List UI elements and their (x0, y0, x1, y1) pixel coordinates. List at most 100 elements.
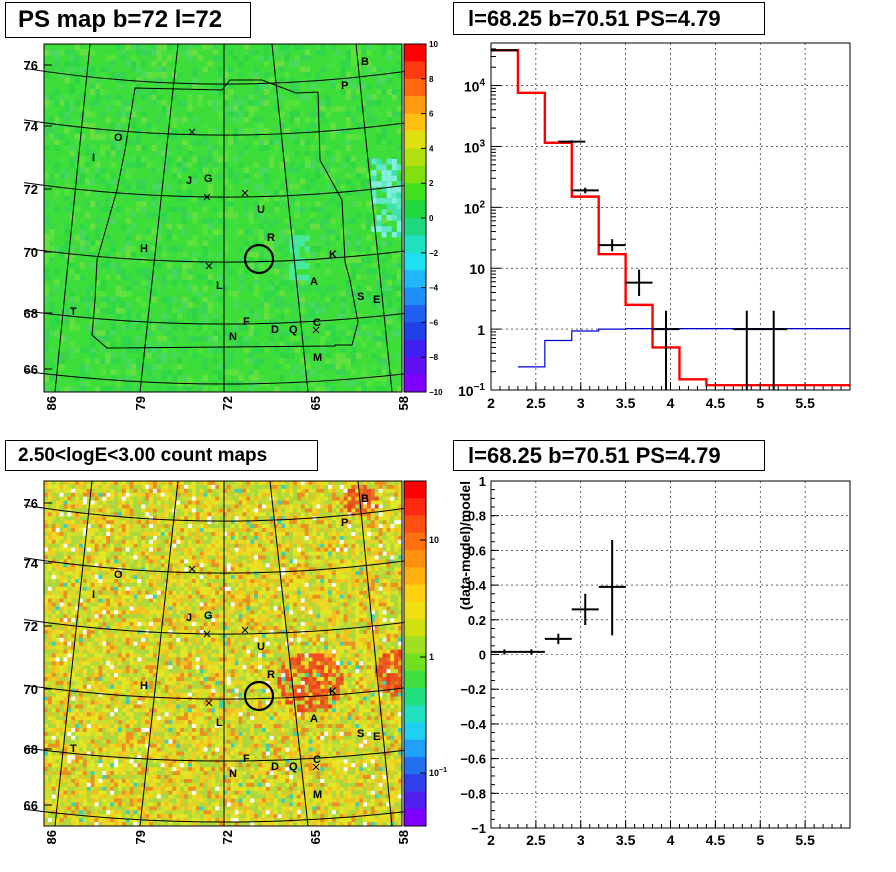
psmap-colorbar-band (404, 252, 426, 271)
psmap-source-label-f: F (243, 316, 250, 328)
residual-y-tick-label: −0.2 (460, 682, 486, 697)
residual-x-tick-label: 5 (756, 832, 764, 848)
countmap-heatmap-cells (44, 481, 402, 826)
psmap-source-label-q: Q (289, 324, 298, 336)
countmap-colorbar-band (404, 532, 426, 551)
psmap-x-tick-label: 79 (133, 396, 148, 410)
psmap-y-tick-label: 70 (24, 245, 38, 260)
countmap-cross-marker (203, 630, 211, 638)
spectrum-y-tick-label: 10 (469, 261, 485, 277)
countmap-source-circle (243, 680, 275, 712)
psmap-source-label-s: S (357, 291, 364, 303)
residual-x-tick-label: 2.5 (526, 832, 546, 848)
countmap-y-tick-label: 68 (24, 742, 38, 757)
residual-x-tick-label: 3 (577, 832, 585, 848)
countmap-colorbar: 10 1 10−1 (403, 480, 447, 827)
psmap-colorbar-band (404, 131, 426, 149)
countmap-x-tick-label: 72 (220, 830, 235, 844)
psmap-colorbar-band (404, 44, 426, 62)
countmap-source-label-a: A (310, 713, 318, 725)
psmap-colorbar-band (404, 357, 426, 376)
residual-x-tick-label: 4.5 (706, 832, 726, 848)
residual-data-point (491, 649, 518, 655)
residual-y-tick-label: −0.8 (460, 786, 486, 801)
residual-x-tick-label: 5.5 (795, 832, 815, 848)
countmap-source-label-e: E (373, 731, 380, 743)
countmap-source-label-c: C (313, 754, 321, 766)
residual-data-point (544, 633, 572, 645)
psmap-cross-marker (241, 189, 249, 197)
countmap-colorbar-band (404, 515, 426, 534)
psmap-colorbar-tick-label: 10 (429, 40, 438, 49)
spectrum-x-tick-label: 5.5 (795, 395, 815, 411)
psmap-source-label-u: U (257, 204, 265, 216)
psmap-source-label-c: C (313, 317, 321, 329)
countmap-cross-marker (241, 626, 249, 634)
psmap-colorbar-tick-label: −6 (429, 318, 439, 327)
psmap-colorbar-band (404, 78, 426, 97)
countmap-x-tick-label: 58 (396, 830, 411, 844)
psmap-colorbar-band (404, 183, 426, 202)
psmap-x-tick-label: 58 (396, 396, 411, 410)
psmap-colorbar-tick-label: 0 (429, 214, 434, 223)
residual-y-tick-label: −0.6 (460, 752, 486, 767)
countmap-y-tick-label: 76 (24, 496, 38, 511)
residual-y-tick-label: 0.2 (468, 613, 486, 628)
countmap-colorbar-band (404, 636, 426, 654)
countmap-source-label-i: I (92, 589, 95, 601)
psmap-source-label-l: L (216, 280, 223, 292)
psmap-source-label-r: R (267, 232, 275, 244)
countmap-source-label-u: U (257, 641, 265, 653)
spectrum-data-point (652, 310, 680, 390)
spectrum-data-point (733, 310, 761, 390)
spectrum-series-model-component (517, 327, 850, 368)
countmap-source-label-g: G (204, 610, 213, 622)
psmap-source-label-g: G (204, 173, 213, 185)
residual-y-tick-label: −0.4 (460, 717, 486, 732)
spectrum-x-tick-label: 2.5 (526, 395, 546, 411)
countmap-colorbar-tick-label: 10−1 (429, 767, 447, 778)
countmap-colorbar-band (404, 584, 426, 603)
countmap-source-label-t: T (70, 743, 77, 755)
countmap-source-label-l: L (216, 717, 223, 729)
spectrum-x-tick-label: 5 (756, 395, 764, 411)
psmap-heatmap-cells (44, 44, 402, 392)
countmap-source-label-q: Q (289, 761, 298, 773)
countmap-y-tick-label: 66 (24, 798, 38, 813)
countmap-colorbar-band (404, 670, 426, 689)
countmap-source-label-r: R (267, 669, 275, 681)
psmap-colorbar-tick-label: 2 (429, 179, 434, 188)
psmap-y-tick-label: 68 (24, 306, 38, 321)
spectrum-data-point (491, 49, 518, 52)
countmap-title: 2.50<logE<3.00 count maps (5, 440, 318, 471)
psmap-colorbar-tick-label: 4 (429, 144, 434, 153)
countmap-frame (43, 480, 403, 827)
residual-x-tick-label: 3.5 (616, 832, 636, 848)
psmap-source-label-t: T (70, 306, 77, 318)
spectrum-y-tick-label: 102 (464, 199, 486, 216)
countmap-source-label-h: H (140, 680, 148, 692)
psmap-colorbar-tick-label: −10 (429, 388, 443, 397)
spectrum-y-tick-label: 104 (464, 78, 486, 95)
residual-data-point (517, 649, 545, 655)
psmap-colorbar: 10 8 6 4 2 0 −2 −4 −6 −8 −10 (403, 40, 443, 397)
spectrum-title: l=68.25 b=70.51 PS=4.79 (453, 2, 765, 35)
residual-y-tick-label: 0.8 (468, 509, 486, 524)
countmap-cross-marker (188, 565, 196, 573)
psmap-source-label-n: N (229, 331, 237, 343)
psmap-colorbar-band (404, 322, 426, 341)
countmap-colorbar-band (404, 619, 426, 637)
psmap-y-tick-label: 72 (24, 182, 38, 197)
psmap-coordinate-grid (23, 43, 423, 393)
countmap-colorbar-tick-label: 10 (429, 535, 439, 545)
psmap-colorbar-band (404, 113, 426, 132)
residual-y-axis-label: (data-model)/model (457, 481, 473, 610)
countmap-source-label-b: B (361, 493, 369, 505)
psmap-colorbar-band (404, 287, 426, 306)
psmap-colorbar-band (404, 374, 426, 393)
countmap-source-label-f: F (243, 753, 250, 765)
psmap-colorbar-band (404, 305, 426, 323)
spectrum-series-area (491, 49, 850, 390)
countmap-colorbar-band (404, 739, 426, 758)
